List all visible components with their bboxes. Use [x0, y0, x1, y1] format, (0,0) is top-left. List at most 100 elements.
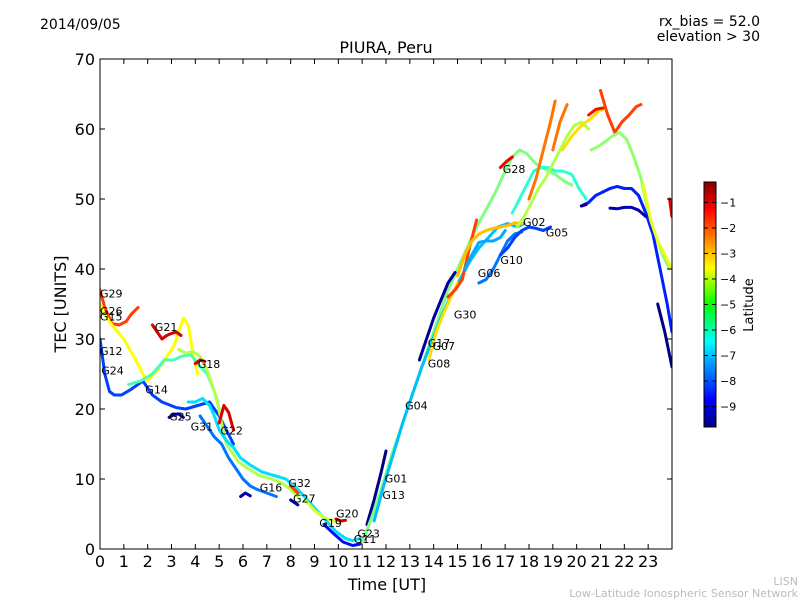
series-track-5 [186, 397, 362, 543]
sat-label-g05: G05 [546, 227, 569, 240]
sat-label-g27: G27 [293, 493, 316, 506]
series-track-0 [100, 288, 140, 327]
x-tick-label: 12 [376, 552, 396, 571]
series-track-9 [150, 323, 183, 341]
x-tick-label: 13 [400, 552, 420, 571]
series-track-31 [551, 103, 569, 152]
series-track-4 [177, 348, 300, 498]
sat-label-g07: G07 [433, 340, 456, 353]
colorbar-tick-label: −3 [720, 247, 736, 260]
colorbar-tick-label: −6 [720, 324, 736, 337]
data-series-group [100, 89, 672, 547]
sat-label-g18: G18 [198, 358, 221, 371]
colorbar-tick-label: −7 [720, 350, 736, 363]
x-tick-label: 16 [471, 552, 491, 571]
x-axis-label: Time [UT] [347, 575, 426, 594]
series-track-13 [289, 498, 300, 507]
sat-label-g08: G08 [428, 358, 451, 371]
sat-label-g14: G14 [145, 383, 168, 396]
sat-label-g23: G23 [357, 528, 380, 541]
x-tick-label: 18 [519, 552, 539, 571]
colorbar-tick-label: −2 [720, 222, 736, 235]
x-tick-label: 4 [190, 552, 200, 571]
series-track-36 [579, 184, 672, 334]
series-track-14 [303, 498, 345, 523]
sat-label-g01: G01 [385, 472, 408, 485]
series-track-37 [608, 205, 648, 218]
elevation-label: elevation > 30 [656, 29, 760, 45]
sat-label-g29: G29 [100, 288, 123, 301]
y-tick-label: 60 [75, 120, 95, 139]
x-tick-label: 22 [614, 552, 634, 571]
series-track-30 [527, 99, 557, 201]
sat-label-g28: G28 [503, 163, 526, 176]
sat-label-g20: G20 [336, 507, 359, 520]
y-axis-label: TEC [UNITS] [51, 256, 70, 354]
sat-label-g31: G31 [191, 421, 214, 434]
axes-group: 0 1 2 3 4 5 6 7 8 9 10 11 12 13 14 15 16 17 18 19 20 21 22 2301… [75, 50, 672, 571]
footer-lisn: LISN [773, 575, 798, 588]
y-tick-label: 10 [75, 470, 95, 489]
series-track-27 [498, 155, 514, 169]
series-track-38 [579, 203, 588, 208]
sat-label-g16: G16 [260, 481, 283, 494]
x-tick-label: 9 [309, 552, 319, 571]
series-track-22 [446, 218, 479, 299]
y-tick-label: 0 [85, 540, 95, 559]
sat-label-g11: G11 [354, 533, 377, 546]
x-tick-label: 14 [423, 552, 443, 571]
sat-label-g19: G19 [319, 517, 342, 530]
series-track-40 [656, 302, 672, 369]
chart-title: PIURA, Peru [339, 38, 433, 57]
series-track-29 [515, 120, 591, 229]
sat-label-g22: G22 [220, 425, 243, 438]
series-track-28 [510, 166, 588, 215]
y-tick-label: 20 [75, 400, 95, 419]
x-tick-label: 5 [214, 552, 224, 571]
x-tick-label: 8 [286, 552, 296, 571]
series-track-17 [365, 449, 388, 526]
x-tick-label: 20 [566, 552, 586, 571]
x-tick-label: 0 [95, 552, 105, 571]
series-track-20 [417, 271, 457, 362]
x-tick-label: 7 [262, 552, 272, 571]
x-tick-label: 15 [447, 552, 467, 571]
y-tick-label: 40 [75, 260, 95, 279]
series-track-33 [587, 106, 605, 117]
series-track-11 [217, 404, 235, 432]
sat-label-g24: G24 [101, 365, 124, 378]
sat-label-g30: G30 [454, 309, 477, 322]
y-tick-label: 30 [75, 330, 95, 349]
sat-label-g06: G06 [478, 267, 501, 280]
series-track-15 [334, 517, 347, 523]
series-track-26 [498, 225, 552, 257]
sat-label-g17: G17 [428, 337, 451, 350]
y-tick-label: 50 [75, 190, 95, 209]
x-tick-label: 3 [166, 552, 176, 571]
sat-label-g21: G21 [155, 321, 178, 334]
colorbar-tick-label: −5 [720, 299, 736, 312]
series-track-12 [289, 484, 300, 495]
colorbar-tick-label: −1 [720, 196, 736, 209]
sat-label-g02: G02 [523, 216, 546, 229]
colorbar-ticks-group: −1 −2 −3 −4 −5 −6 −7 −8 −9 [704, 196, 736, 414]
series-track-32 [560, 106, 607, 152]
sat-label-g15: G15 [100, 311, 123, 324]
x-tick-label: 23 [638, 552, 658, 571]
x-tick-label: 21 [590, 552, 610, 571]
series-track-10 [193, 358, 207, 365]
date-label: 2014/09/05 [40, 17, 121, 33]
x-tick-label: 11 [352, 552, 372, 571]
x-tick-label: 6 [238, 552, 248, 571]
series-track-2 [100, 337, 235, 446]
series-track-24 [456, 221, 524, 278]
sat-label-g32: G32 [288, 477, 311, 490]
sat-label-g10: G10 [500, 254, 523, 267]
x-tick-label: 1 [119, 552, 129, 571]
x-tick-label: 2 [143, 552, 153, 571]
sat-label-g26: G26 [100, 305, 123, 318]
x-tick-label: 17 [495, 552, 515, 571]
x-tick-label: 10 [328, 552, 348, 571]
series-track-8 [239, 491, 252, 498]
